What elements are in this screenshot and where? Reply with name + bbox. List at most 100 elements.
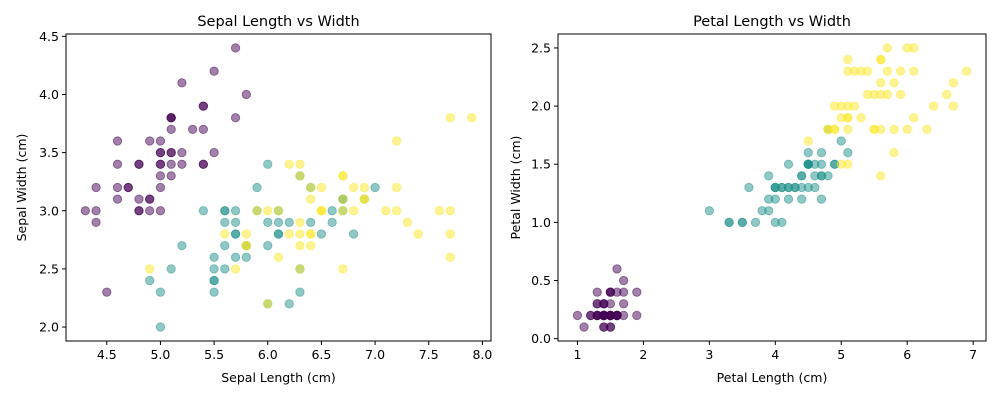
data-point <box>338 194 348 204</box>
data-point <box>263 299 273 309</box>
data-point <box>284 159 294 169</box>
data-point <box>80 206 90 216</box>
data-point <box>445 229 455 239</box>
y-tick-label: 3.0 <box>39 203 59 218</box>
x-axis-label: Petal Length (cm) <box>717 370 828 385</box>
data-point <box>445 206 455 216</box>
data-point <box>295 229 305 239</box>
data-point <box>295 217 305 228</box>
data-point <box>445 113 455 123</box>
data-point <box>145 275 155 286</box>
data-point <box>889 147 899 158</box>
data-point <box>862 66 873 76</box>
data-point <box>757 206 767 216</box>
data-point <box>579 322 589 332</box>
data-point <box>209 275 219 286</box>
data-point <box>895 66 906 76</box>
data-point <box>402 217 412 228</box>
data-point <box>295 159 305 169</box>
data-point <box>145 206 155 216</box>
data-point <box>295 264 305 274</box>
data-point <box>166 147 176 158</box>
x-tick-label: 7.0 <box>365 347 385 362</box>
data-point <box>869 124 879 135</box>
data-point <box>599 299 609 309</box>
data-point <box>783 159 794 169</box>
data-point <box>816 194 827 204</box>
data-point <box>909 113 919 123</box>
data-point <box>928 101 939 111</box>
data-point <box>783 194 794 204</box>
data-point <box>230 113 241 123</box>
data-point <box>889 124 899 135</box>
y-tick-label: 2.5 <box>531 40 551 55</box>
x-tick-label: 7.5 <box>419 347 439 362</box>
data-point <box>889 78 899 88</box>
data-point <box>445 252 455 262</box>
y-tick-label: 2.0 <box>39 320 59 335</box>
data-point <box>618 299 629 309</box>
data-point <box>823 171 833 181</box>
data-point <box>155 159 166 169</box>
data-point <box>327 206 337 216</box>
plot-frame <box>557 33 987 342</box>
data-point <box>797 171 807 181</box>
data-point <box>220 206 230 216</box>
data-point <box>284 217 294 228</box>
data-point <box>810 171 820 181</box>
data-point <box>882 43 893 53</box>
data-point <box>91 182 101 193</box>
data-point <box>91 217 101 228</box>
data-point <box>123 182 133 193</box>
data-point <box>155 136 166 146</box>
data-point <box>166 264 176 274</box>
data-point <box>177 240 187 251</box>
data-point <box>750 217 761 228</box>
data-point <box>922 124 932 135</box>
y-axis-label: Sepal Width (cm) <box>14 134 29 242</box>
data-point <box>145 264 155 274</box>
data-point <box>112 159 123 169</box>
data-points <box>80 43 477 332</box>
data-point <box>198 124 209 135</box>
data-point <box>370 182 380 193</box>
data-point <box>862 89 873 100</box>
data-point <box>155 171 166 181</box>
data-point <box>145 136 155 146</box>
data-point <box>273 229 284 239</box>
data-point <box>803 159 813 169</box>
data-point <box>413 229 423 239</box>
data-point <box>777 217 787 228</box>
data-point <box>252 206 262 216</box>
data-point <box>948 101 959 111</box>
data-point <box>803 147 813 158</box>
data-point <box>348 206 359 216</box>
data-point <box>704 206 714 216</box>
data-point <box>836 136 846 146</box>
data-point <box>744 182 754 193</box>
data-point <box>230 217 241 228</box>
data-point <box>112 136 123 146</box>
data-point <box>263 240 273 251</box>
data-point <box>134 194 144 204</box>
data-point <box>155 206 166 216</box>
data-point <box>306 182 316 193</box>
data-point <box>177 159 187 169</box>
data-point <box>327 217 337 228</box>
data-point <box>876 78 886 88</box>
data-point <box>961 66 972 76</box>
data-point <box>230 264 241 274</box>
data-point <box>632 310 642 321</box>
data-point <box>306 194 316 204</box>
data-point <box>338 206 348 216</box>
data-point <box>797 194 807 204</box>
data-point <box>295 240 305 251</box>
data-point <box>306 229 316 239</box>
data-point <box>830 101 840 111</box>
data-point <box>777 182 787 193</box>
x-tick-label: 1 <box>573 347 581 362</box>
data-point <box>209 66 219 76</box>
data-point <box>599 310 609 321</box>
x-tick-label: 5 <box>837 347 845 362</box>
